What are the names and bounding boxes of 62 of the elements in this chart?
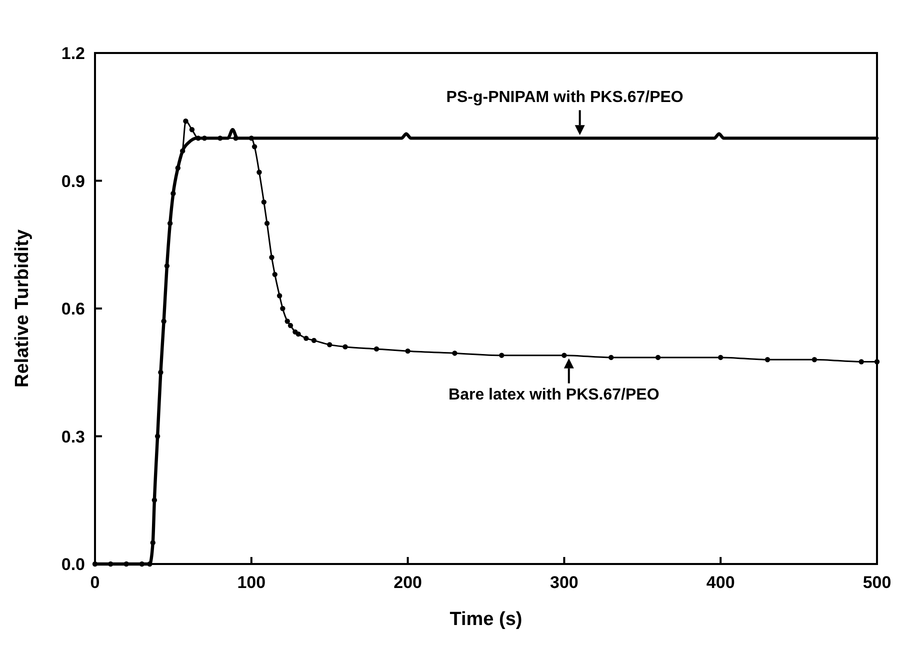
point <box>269 254 274 260</box>
point <box>272 272 278 278</box>
point <box>288 322 294 328</box>
point <box>374 346 380 352</box>
point <box>858 359 864 364</box>
point <box>342 344 348 350</box>
point <box>154 434 160 439</box>
point <box>189 127 195 132</box>
point <box>296 331 301 337</box>
y-tick-label: 0.0 <box>61 555 85 574</box>
point <box>718 354 724 360</box>
point <box>304 336 309 341</box>
point <box>764 357 770 362</box>
point <box>284 318 290 324</box>
x-tick-label: 100 <box>237 573 266 592</box>
point <box>175 165 180 171</box>
y-tick-label: 0.3 <box>61 427 85 446</box>
point <box>874 359 880 364</box>
point <box>161 318 166 324</box>
point <box>252 144 258 150</box>
y-tick-label: 0.6 <box>61 300 85 318</box>
point <box>261 199 267 205</box>
point <box>147 561 152 567</box>
point <box>108 561 114 567</box>
point <box>167 220 173 226</box>
point <box>196 136 201 141</box>
point <box>164 263 170 269</box>
point <box>150 540 156 546</box>
y-tick-label: 1.2 <box>61 44 85 63</box>
x-tick-label: 0 <box>90 573 100 592</box>
point <box>183 118 188 124</box>
point <box>327 342 332 348</box>
point <box>152 498 158 503</box>
x-tick-label: 200 <box>394 573 422 592</box>
point <box>276 293 282 298</box>
x-tick-label: 500 <box>862 573 892 592</box>
x-axis-title: Time (s) <box>450 609 522 630</box>
point <box>562 352 567 358</box>
annotation: PS-g-PNIPAM with PKS.67/PEO <box>446 89 684 106</box>
point <box>180 148 186 154</box>
point <box>655 354 661 360</box>
point <box>202 136 208 141</box>
point <box>452 350 458 356</box>
point <box>233 136 238 141</box>
point <box>248 136 254 141</box>
point <box>218 136 223 141</box>
x-tick-label: 400 <box>706 573 735 592</box>
point <box>256 170 262 175</box>
point <box>405 348 410 354</box>
point <box>812 357 818 362</box>
y-tick-label: 0.9 <box>61 172 85 191</box>
point <box>280 306 286 312</box>
point <box>170 190 176 196</box>
point <box>311 338 317 344</box>
point <box>158 370 164 375</box>
point <box>499 352 504 358</box>
point <box>264 220 270 226</box>
y-axis-title: Relative Turbidity <box>12 229 33 388</box>
point <box>124 561 129 567</box>
annotation: Bare latex with PKS.67/PEO <box>448 386 660 404</box>
point <box>608 354 614 360</box>
x-tick-label: 300 <box>550 573 578 592</box>
